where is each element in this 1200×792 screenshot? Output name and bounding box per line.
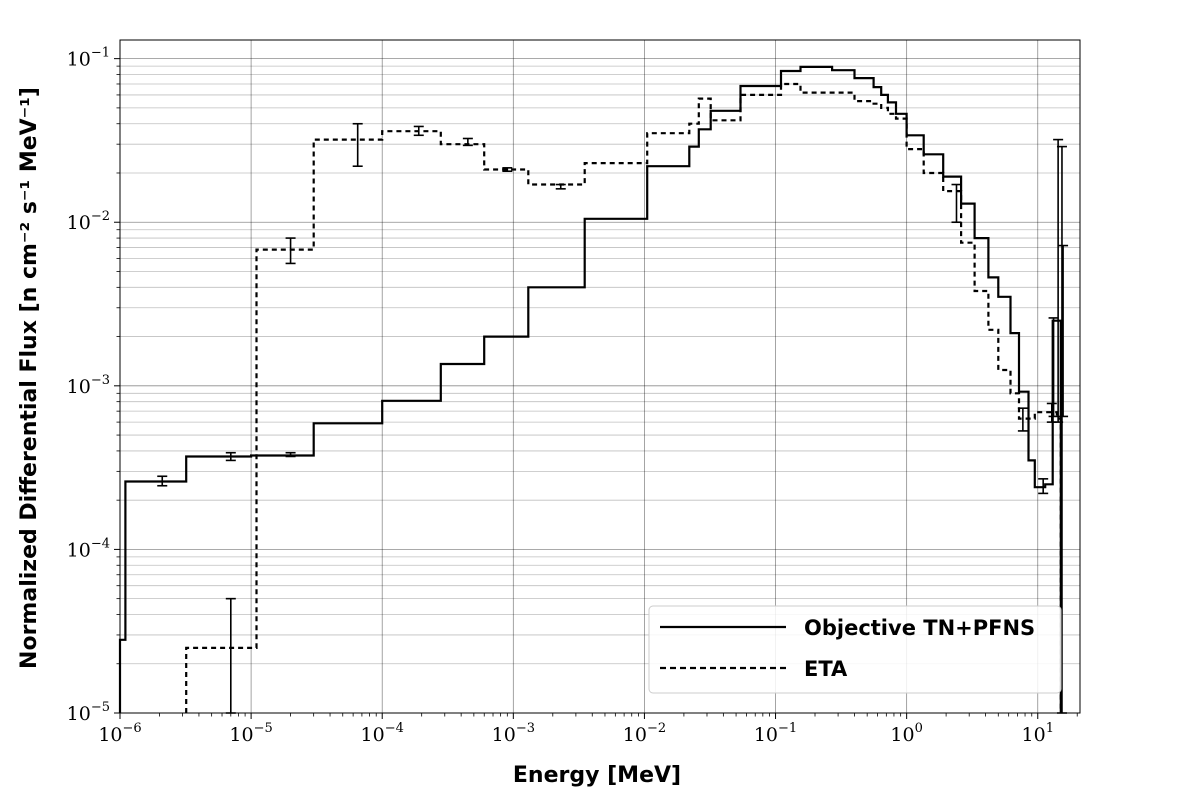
y-tick-label: 10−2	[67, 209, 110, 234]
error-bar	[285, 451, 296, 458]
x-tick-label: 10−6	[98, 721, 141, 746]
x-tick-label: 100	[890, 721, 922, 746]
legend-label-objective: Objective TN+PFNS	[804, 616, 1035, 640]
series-objective	[118, 65, 1067, 714]
y-tick-label: 10−4	[67, 536, 110, 561]
step-line-objective	[118, 65, 1062, 713]
y-tick-label: 10−1	[67, 46, 110, 71]
legend-label-eta: ETA	[804, 657, 848, 681]
x-tick-label: 10−5	[229, 721, 272, 746]
x-tick-label: 10−2	[623, 721, 666, 746]
y-tick-label: 10−5	[67, 700, 110, 725]
error-bar	[502, 167, 513, 173]
error-bar	[1038, 478, 1049, 495]
x-tick-label: 101	[1022, 721, 1054, 746]
x-tick-label: 10−1	[754, 721, 797, 746]
error-bar	[285, 237, 296, 265]
x-axis-label: Energy [MeV]	[513, 763, 681, 788]
error-bar	[1017, 407, 1028, 432]
y-axis-label: Normalized Differential Flux [n cm⁻² s⁻¹…	[17, 87, 42, 669]
error-bar	[555, 183, 566, 190]
error-bar	[1058, 244, 1069, 418]
y-tick-label: 10−3	[67, 373, 110, 398]
step-line-eta	[185, 82, 1062, 713]
error-bar	[1048, 317, 1059, 418]
error-bar	[1053, 138, 1064, 423]
error-bar	[462, 137, 473, 147]
ticks: 10−6 10−5 10−4 10−3 10−2 10−1 100 10110−510−410…	[67, 46, 1078, 746]
plot-frame	[119, 39, 1081, 714]
series-eta	[185, 82, 1069, 714]
error-bar	[352, 122, 363, 168]
error-bar	[157, 475, 168, 487]
error-bar	[951, 183, 962, 224]
series-layer	[118, 65, 1069, 714]
legend: Objective TN+PFNS ETA	[648, 605, 1062, 694]
error-bar	[413, 125, 424, 137]
x-tick-label: 10−3	[492, 721, 535, 746]
x-tick-label: 10−4	[361, 721, 404, 746]
error-bar	[225, 451, 236, 462]
